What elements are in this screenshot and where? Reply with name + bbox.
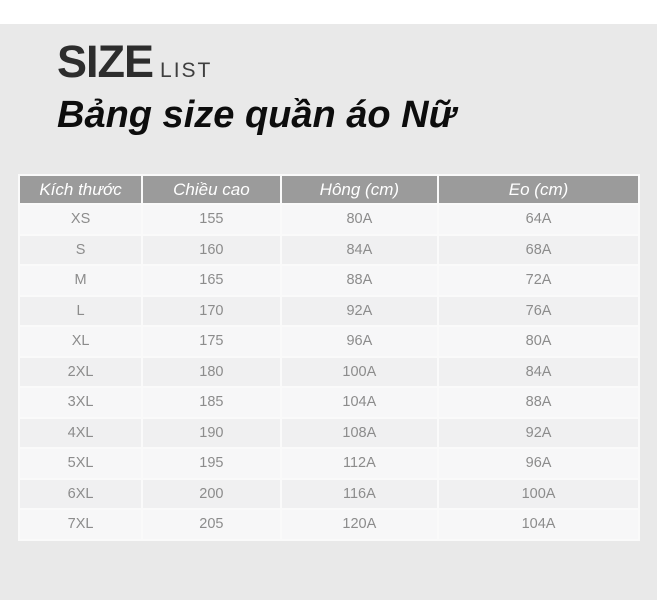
cell-height: 205 bbox=[143, 510, 280, 539]
cell-height: 155 bbox=[143, 205, 280, 234]
cell-height: 170 bbox=[143, 296, 280, 325]
cell-hip: 92A bbox=[281, 296, 438, 325]
table-row: 6XL 200 116A 100A bbox=[20, 479, 638, 508]
cell-size: 6XL bbox=[20, 479, 142, 508]
cell-height: 180 bbox=[143, 357, 280, 386]
size-table-head: Kích thước Chiều cao Hông (cm) Eo (cm) bbox=[20, 176, 638, 203]
cell-size: 4XL bbox=[20, 418, 142, 447]
table-row: XS 155 80A 64A bbox=[20, 205, 638, 234]
cell-size: XS bbox=[20, 205, 142, 234]
table-row: 7XL 205 120A 104A bbox=[20, 510, 638, 539]
table-row: M 165 88A 72A bbox=[20, 266, 638, 295]
cell-hip: 120A bbox=[281, 510, 438, 539]
table-row: S 160 84A 68A bbox=[20, 235, 638, 264]
column-header-size: Kích thước bbox=[20, 176, 142, 203]
header-row: Kích thước Chiều cao Hông (cm) Eo (cm) bbox=[20, 176, 638, 203]
cell-height: 175 bbox=[143, 327, 280, 356]
cell-height: 160 bbox=[143, 235, 280, 264]
cell-hip: 104A bbox=[281, 388, 438, 417]
cell-waist: 88A bbox=[439, 388, 638, 417]
cell-size: 3XL bbox=[20, 388, 142, 417]
cell-hip: 108A bbox=[281, 418, 438, 447]
cell-height: 200 bbox=[143, 479, 280, 508]
cell-size: S bbox=[20, 235, 142, 264]
cell-waist: 80A bbox=[439, 327, 638, 356]
cell-waist: 92A bbox=[439, 418, 638, 447]
size-table-container: Kích thước Chiều cao Hông (cm) Eo (cm) X… bbox=[18, 174, 640, 541]
cell-waist: 64A bbox=[439, 205, 638, 234]
table-row: 2XL 180 100A 84A bbox=[20, 357, 638, 386]
cell-waist: 84A bbox=[439, 357, 638, 386]
cell-hip: 112A bbox=[281, 449, 438, 478]
cell-waist: 100A bbox=[439, 479, 638, 508]
title-block: SIZE LIST Bảng size quần áo Nữ bbox=[0, 24, 657, 137]
cell-hip: 88A bbox=[281, 266, 438, 295]
cell-waist: 72A bbox=[439, 266, 638, 295]
table-row: 5XL 195 112A 96A bbox=[20, 449, 638, 478]
size-table-body: XS 155 80A 64A S 160 84A 68A M 165 88A 72A L 170 92A 76… bbox=[20, 205, 638, 539]
size-table: Kích thước Chiều cao Hông (cm) Eo (cm) X… bbox=[18, 174, 640, 541]
brand-title: SIZE bbox=[57, 36, 154, 87]
page-title: Bảng size quần áo Nữ bbox=[57, 94, 456, 136]
cell-height: 165 bbox=[143, 266, 280, 295]
top-white-strip bbox=[0, 0, 657, 24]
cell-size: XL bbox=[20, 327, 142, 356]
cell-height: 185 bbox=[143, 388, 280, 417]
brand-line: SIZE LIST bbox=[57, 39, 657, 84]
cell-waist: 104A bbox=[439, 510, 638, 539]
cell-hip: 116A bbox=[281, 479, 438, 508]
cell-height: 190 bbox=[143, 418, 280, 447]
column-header-height: Chiều cao bbox=[143, 176, 280, 203]
cell-size: 7XL bbox=[20, 510, 142, 539]
cell-hip: 96A bbox=[281, 327, 438, 356]
table-row: XL 175 96A 80A bbox=[20, 327, 638, 356]
cell-size: 2XL bbox=[20, 357, 142, 386]
column-header-hip: Hông (cm) bbox=[281, 176, 438, 203]
cell-height: 195 bbox=[143, 449, 280, 478]
table-row: 3XL 185 104A 88A bbox=[20, 388, 638, 417]
cell-size: M bbox=[20, 266, 142, 295]
table-row: L 170 92A 76A bbox=[20, 296, 638, 325]
cell-hip: 84A bbox=[281, 235, 438, 264]
cell-size: 5XL bbox=[20, 449, 142, 478]
table-row: 4XL 190 108A 92A bbox=[20, 418, 638, 447]
cell-waist: 68A bbox=[439, 235, 638, 264]
cell-hip: 80A bbox=[281, 205, 438, 234]
column-header-waist: Eo (cm) bbox=[439, 176, 638, 203]
cell-waist: 96A bbox=[439, 449, 638, 478]
cell-size: L bbox=[20, 296, 142, 325]
cell-waist: 76A bbox=[439, 296, 638, 325]
brand-subtitle: LIST bbox=[160, 59, 213, 82]
cell-hip: 100A bbox=[281, 357, 438, 386]
